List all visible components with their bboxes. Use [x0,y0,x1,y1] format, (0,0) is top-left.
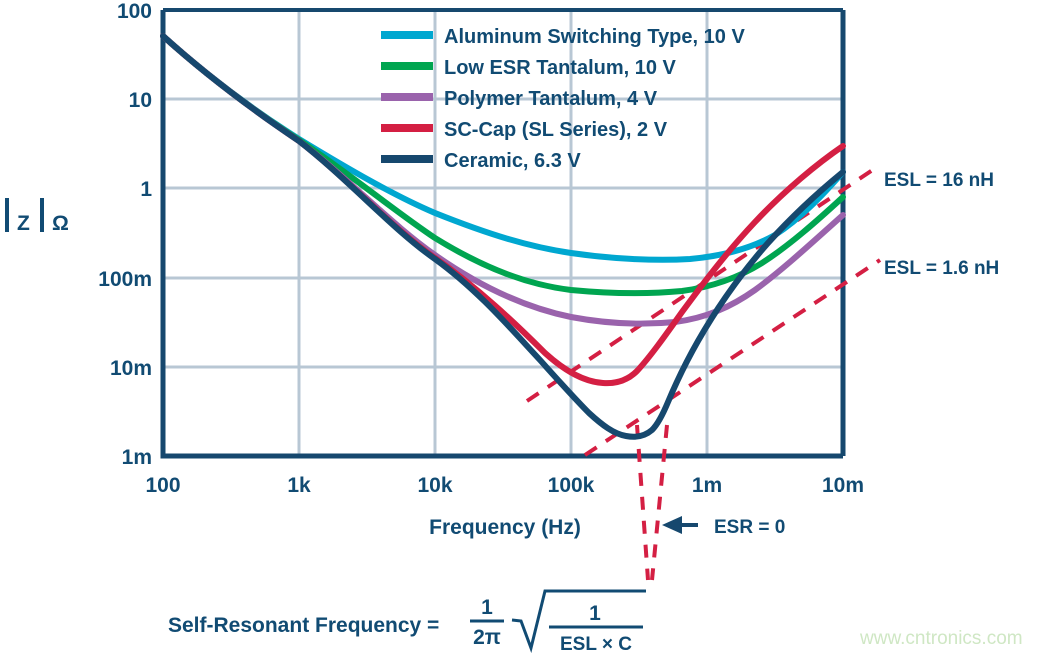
xtick-100k: 100k [548,474,595,497]
grid-lines [163,10,843,456]
y-axis-ticks: 100 10 1 100m 10m 1m [98,0,152,469]
ytick-10m: 10m [110,357,152,380]
legend-label-polymer: Polymer Tantalum, 4 V [444,88,658,110]
ytick-100: 100 [117,0,152,23]
plot-frame [160,8,846,459]
formula-frac1-denominator: 2π [473,626,501,649]
ytick-1m: 1m [122,446,152,469]
x-axis-ticks: 100 1k 10k 100k 1m 10m [145,474,864,497]
axis-lines [160,10,843,459]
y-title-ohm: Ω [52,212,69,235]
x-axis-title: Frequency (Hz) [429,516,581,539]
radical-icon [511,589,646,654]
esl-1p6nh-label: ESL = 1.6 nH [884,258,999,279]
watermark: www.cntronics.com [859,628,1023,649]
xtick-10k: 10k [417,474,452,497]
arrow-left-icon [662,516,698,534]
legend-label-ceramic: Ceramic, 6.3 V [444,150,581,172]
ytick-10: 10 [129,89,152,112]
resonance-funnel [635,424,669,581]
xtick-100: 100 [145,474,180,497]
formula-lead: Self-Resonant Frequency = [168,614,439,637]
esl-16nh-label: ESL = 16 nH [884,170,994,191]
esl-annotation-1p6nh: ESL = 1.6 nH [884,258,999,279]
xtick-1m: 1m [692,474,722,497]
esr-annotation: ESR = 0 [662,516,785,538]
ytick-100m: 100m [98,268,152,291]
y-axis-title: Z Ω [5,198,69,235]
resonance-line-right [650,424,669,581]
legend-item-ceramic[interactable]: Ceramic, 6.3 V [381,150,581,172]
resonance-line-left [635,424,650,581]
legend-item-aluminum[interactable]: Aluminum Switching Type, 10 V [381,26,745,48]
esl-1p6nh-line [583,258,882,457]
formula-frac1-numerator: 1 [481,596,493,619]
data-curves [160,33,846,440]
ytick-1: 1 [140,178,152,201]
esr-zero-label: ESR = 0 [714,517,785,538]
legend-label-tantalum: Low ESR Tantalum, 10 V [444,57,677,79]
legend-item-tantalum[interactable]: Low ESR Tantalum, 10 V [381,57,677,79]
self-resonant-frequency-formula: Self-Resonant Frequency = 1 2π 1 ESL × C [168,589,646,655]
legend-label-aluminum: Aluminum Switching Type, 10 V [444,26,745,48]
curve-ceramic [160,33,846,440]
y-title-z: Z [17,212,30,235]
formula-frac2-denominator: ESL × C [560,634,632,655]
esl-annotation-16nh: ESL = 16 nH [884,170,994,191]
formula-frac2-numerator: 1 [589,602,601,625]
xtick-1k: 1k [287,474,311,497]
legend-label-sccap: SC-Cap (SL Series), 2 V [444,119,668,141]
xtick-10m: 10m [822,474,864,497]
legend-item-sccap[interactable]: SC-Cap (SL Series), 2 V [381,119,668,141]
legend-item-polymer[interactable]: Polymer Tantalum, 4 V [381,88,658,110]
legend: Aluminum Switching Type, 10 V Low ESR Ta… [381,26,745,172]
